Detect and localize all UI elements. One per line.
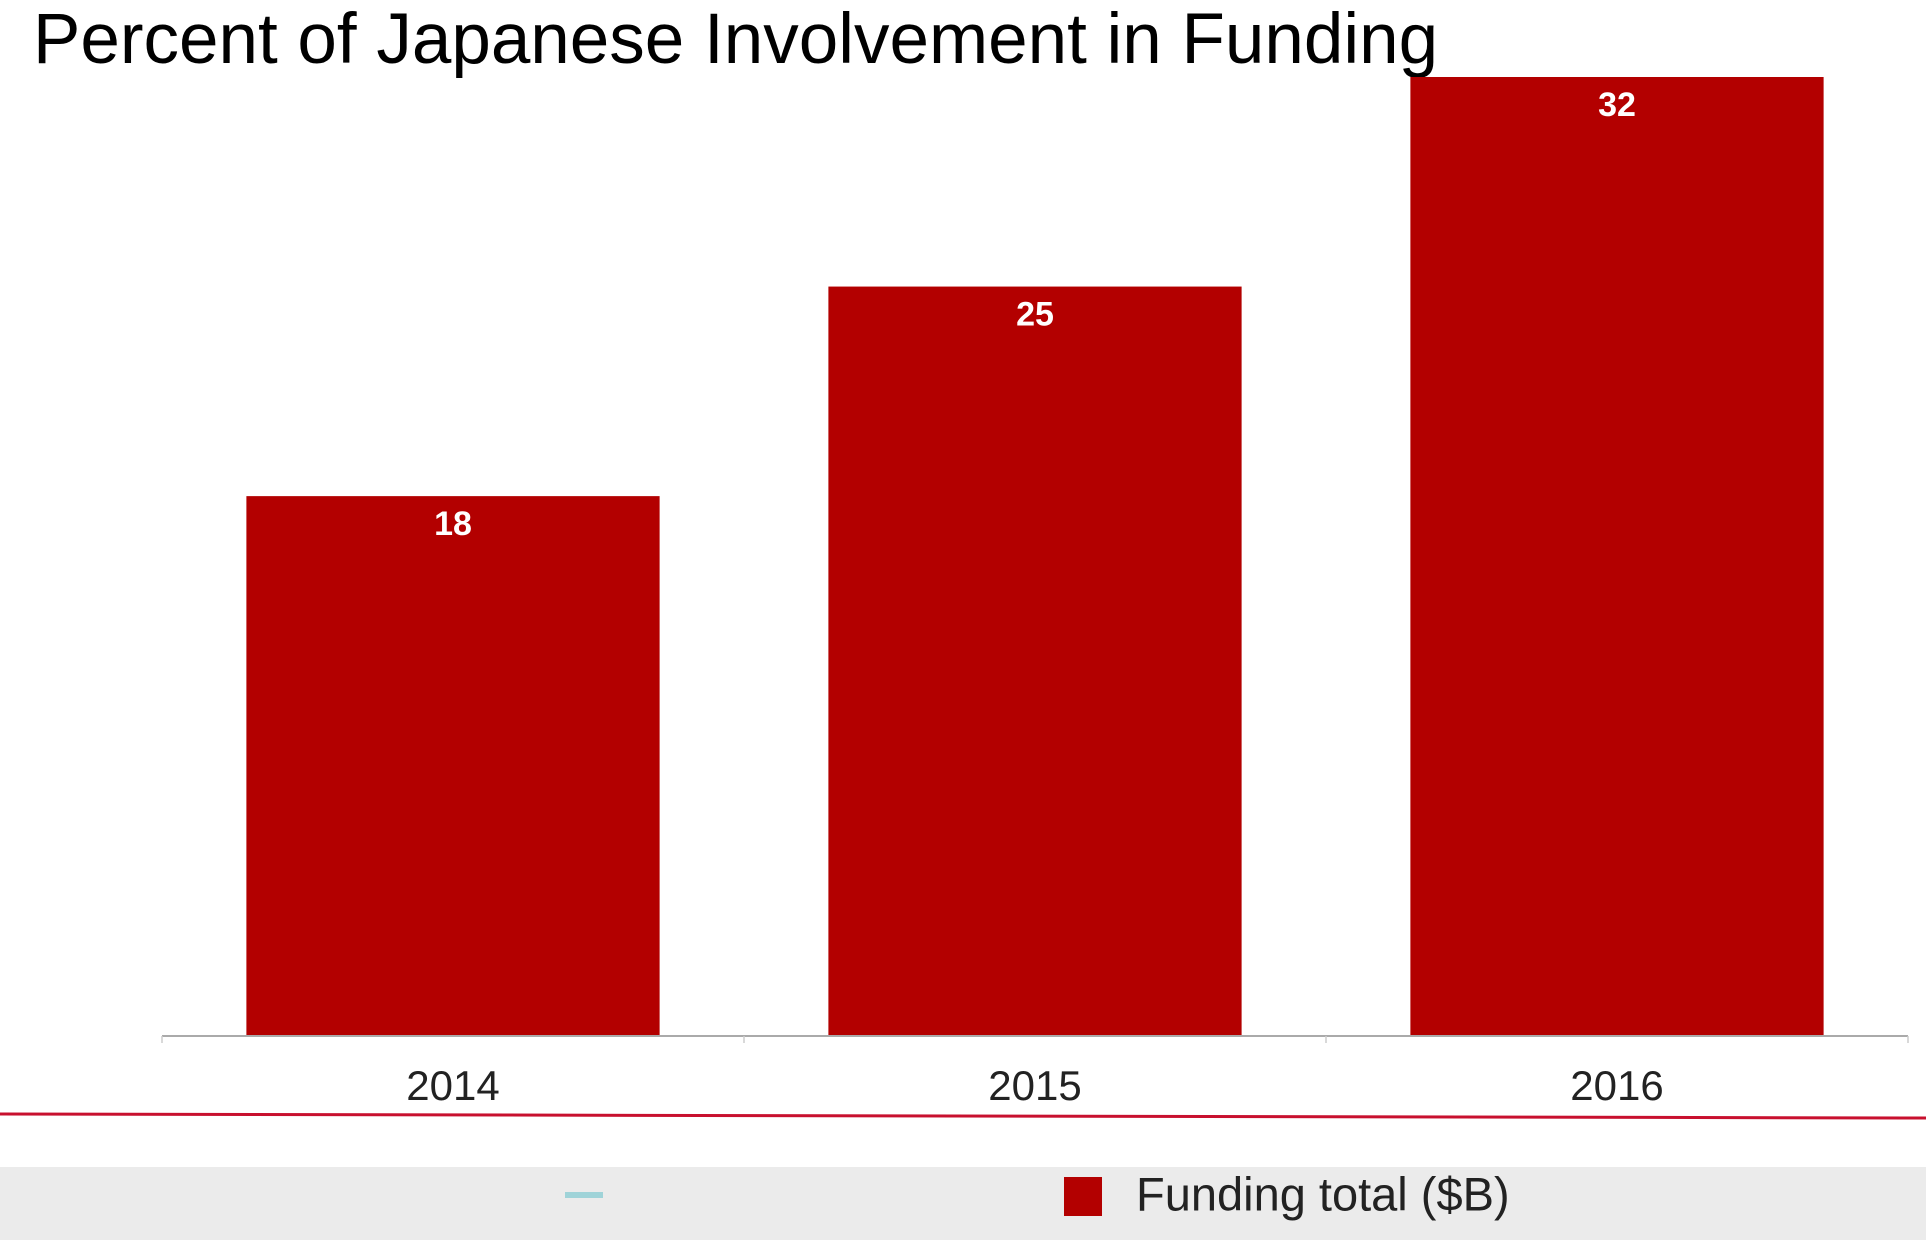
x-tick-label: 2014 [406,1062,499,1109]
data-label: 32 [1598,86,1636,124]
bar [1410,77,1824,1035]
legend-swatch [1064,1177,1102,1216]
bar [246,496,660,1035]
legend-dash [565,1192,603,1198]
x-tick-label: 2016 [1570,1062,1663,1109]
data-label: 25 [1016,296,1054,334]
bar [828,286,1242,1035]
data-label: 18 [434,505,472,543]
legend-label: Funding total ($B) [1136,1167,1510,1220]
legend-band [0,1167,1926,1240]
separator-line [0,1112,1926,1120]
chart-title: Percent of Japanese Involvement in Fundi… [33,0,1438,79]
x-tick-label: 2015 [988,1062,1081,1109]
